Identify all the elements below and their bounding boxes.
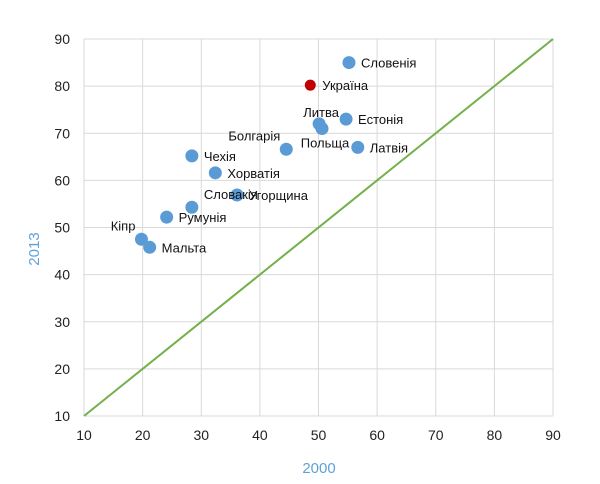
data-point (134, 232, 148, 246)
x-axis-ticks: 10 20 30 40 50 60 70 80 90 (76, 427, 561, 443)
data-point (279, 142, 293, 156)
point-label: Румунія (179, 210, 227, 225)
x-tick-label: 70 (428, 427, 444, 443)
x-tick-label: 30 (193, 427, 209, 443)
data-point (208, 166, 222, 180)
point-label: Польща (301, 136, 350, 151)
x-tick-label: 80 (487, 427, 503, 443)
y-tick-label: 40 (54, 267, 70, 283)
data-point (185, 200, 199, 214)
x-tick-label: 60 (369, 427, 385, 443)
data-point (339, 112, 353, 126)
reference-line (83, 38, 554, 417)
point-labels: Словенія Україна Литва Естонія Польща Латвія Б… (111, 56, 417, 256)
x-tick-label: 90 (545, 427, 561, 443)
data-point (160, 210, 174, 224)
x-axis-title: 2000 (302, 460, 335, 477)
y-axis-ticks: 10 20 30 40 50 60 70 80 90 (54, 31, 70, 424)
point-label: Словакія (204, 187, 258, 202)
point-label: Чехія (204, 149, 236, 164)
point-label: Мальта (162, 240, 207, 255)
data-point (351, 140, 365, 154)
y-tick-label: 50 (54, 220, 70, 236)
point-label: Естонія (358, 112, 403, 127)
y-tick-label: 60 (54, 172, 70, 188)
y-tick-label: 20 (54, 361, 70, 377)
data-points (134, 56, 365, 254)
data-point (315, 122, 329, 136)
x-tick-label: 10 (76, 427, 92, 443)
x-tick-label: 40 (252, 427, 268, 443)
data-point (230, 188, 244, 202)
point-label: Хорватія (227, 166, 280, 181)
point-label: Латвія (370, 140, 408, 155)
y-tick-label: 90 (54, 31, 70, 47)
data-point (143, 240, 157, 254)
point-label: Литва (303, 105, 340, 120)
point-label: Україна (322, 78, 369, 93)
x-tick-label: 20 (135, 427, 151, 443)
y-axis-title: 2013 (26, 232, 43, 265)
point-label: Кіпр (111, 218, 136, 233)
x-tick-label: 50 (311, 427, 327, 443)
y-tick-label: 10 (54, 408, 70, 424)
y-tick-label: 30 (54, 314, 70, 330)
y-tick-label: 80 (54, 78, 70, 94)
point-label: Словенія (361, 56, 416, 71)
data-point (342, 56, 356, 70)
data-point (185, 149, 199, 163)
y-tick-label: 70 (54, 125, 70, 141)
data-point (304, 79, 316, 91)
point-label: Угорщина (249, 188, 309, 203)
point-label: Болгарія (228, 128, 280, 143)
